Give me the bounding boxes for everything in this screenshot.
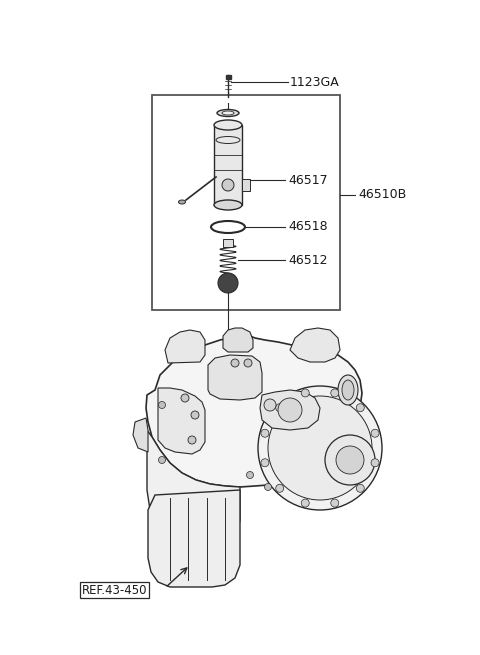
Polygon shape xyxy=(133,418,148,452)
Circle shape xyxy=(356,403,364,412)
Circle shape xyxy=(336,446,364,474)
Ellipse shape xyxy=(214,120,242,130)
Circle shape xyxy=(301,499,309,507)
Ellipse shape xyxy=(179,200,185,204)
Circle shape xyxy=(276,484,284,493)
Circle shape xyxy=(331,389,339,397)
Ellipse shape xyxy=(338,375,358,405)
Circle shape xyxy=(264,483,272,491)
Circle shape xyxy=(264,399,276,411)
Ellipse shape xyxy=(222,111,234,115)
Circle shape xyxy=(247,472,253,479)
Polygon shape xyxy=(260,390,320,430)
Ellipse shape xyxy=(217,109,239,117)
Circle shape xyxy=(158,402,166,409)
Circle shape xyxy=(261,458,269,467)
Circle shape xyxy=(331,499,339,507)
Polygon shape xyxy=(165,330,205,363)
Circle shape xyxy=(222,179,234,191)
Circle shape xyxy=(261,429,269,438)
Bar xyxy=(152,95,340,310)
Circle shape xyxy=(356,484,364,493)
Ellipse shape xyxy=(342,380,354,400)
Text: REF.43-450: REF.43-450 xyxy=(82,584,147,597)
Polygon shape xyxy=(148,490,240,587)
Polygon shape xyxy=(290,328,340,362)
Circle shape xyxy=(258,386,382,510)
Text: 1123GA: 1123GA xyxy=(290,75,340,88)
Polygon shape xyxy=(146,336,362,487)
Circle shape xyxy=(301,389,309,397)
Text: 46517: 46517 xyxy=(288,174,328,187)
Text: 46518: 46518 xyxy=(288,221,328,233)
Circle shape xyxy=(371,429,379,438)
Circle shape xyxy=(268,396,372,500)
Circle shape xyxy=(278,398,302,422)
Circle shape xyxy=(191,411,199,419)
Bar xyxy=(242,179,250,191)
Polygon shape xyxy=(158,388,205,454)
Circle shape xyxy=(325,435,375,485)
Polygon shape xyxy=(223,328,253,352)
Circle shape xyxy=(218,273,238,293)
Polygon shape xyxy=(147,430,240,540)
Bar xyxy=(223,239,233,247)
Circle shape xyxy=(371,458,379,467)
Bar xyxy=(226,75,230,79)
Bar xyxy=(214,125,242,205)
Circle shape xyxy=(181,394,189,402)
Circle shape xyxy=(231,359,239,367)
Circle shape xyxy=(188,436,196,444)
Text: 46510B: 46510B xyxy=(358,189,406,202)
Ellipse shape xyxy=(214,200,242,210)
Text: 46512: 46512 xyxy=(288,253,327,267)
Polygon shape xyxy=(208,355,262,400)
Circle shape xyxy=(276,403,284,412)
Circle shape xyxy=(244,359,252,367)
Circle shape xyxy=(158,457,166,464)
